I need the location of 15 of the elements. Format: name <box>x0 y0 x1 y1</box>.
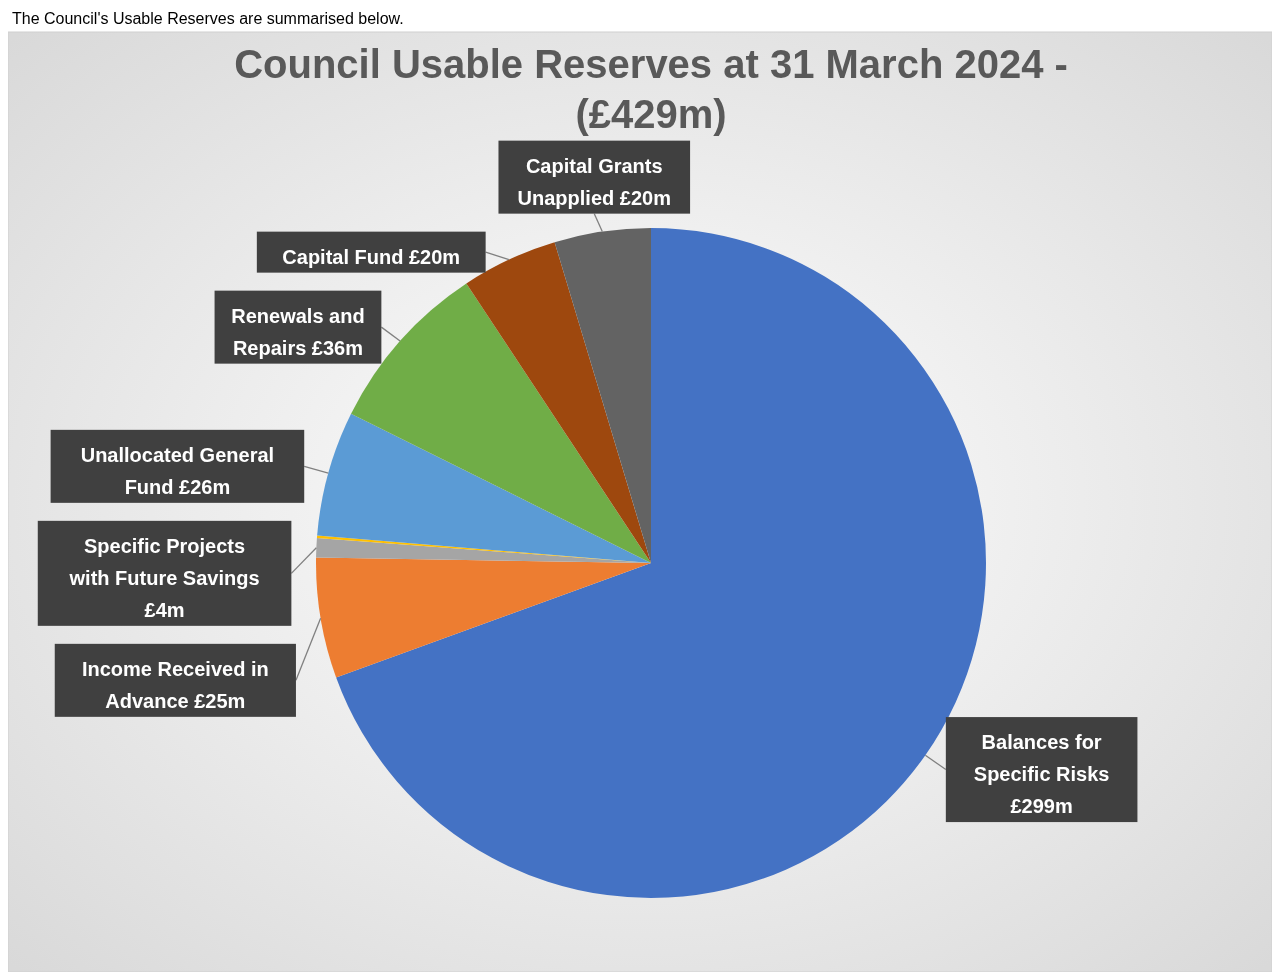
slice-label: Unallocated General Fund £26m <box>80 443 275 498</box>
slice-label: Specific Projects with Future Savings <box>68 534 260 589</box>
pie-slice <box>466 242 651 563</box>
slice-label: Renewals and Repairs £36m <box>231 304 365 359</box>
pie-slice <box>316 557 651 678</box>
pie-slice <box>554 228 651 563</box>
pie-slice <box>317 413 651 563</box>
slice-label: Income Received in Advance £25m <box>81 657 269 712</box>
data-label: £4m <box>144 598 185 621</box>
chart-title: Council Usable Reserves at 31 March 2024 - (£429m) <box>234 42 1068 136</box>
slice-label: Capital Grants Unapplied £20m <box>517 154 671 209</box>
slice-label: Capital Fund £20m <box>282 245 461 268</box>
data-label: £299m <box>1010 795 1073 818</box>
text: The Council's Usable Reserves are summarised below. <box>12 10 404 27</box>
slice-label: Balances for Specific Risks <box>973 731 1110 786</box>
